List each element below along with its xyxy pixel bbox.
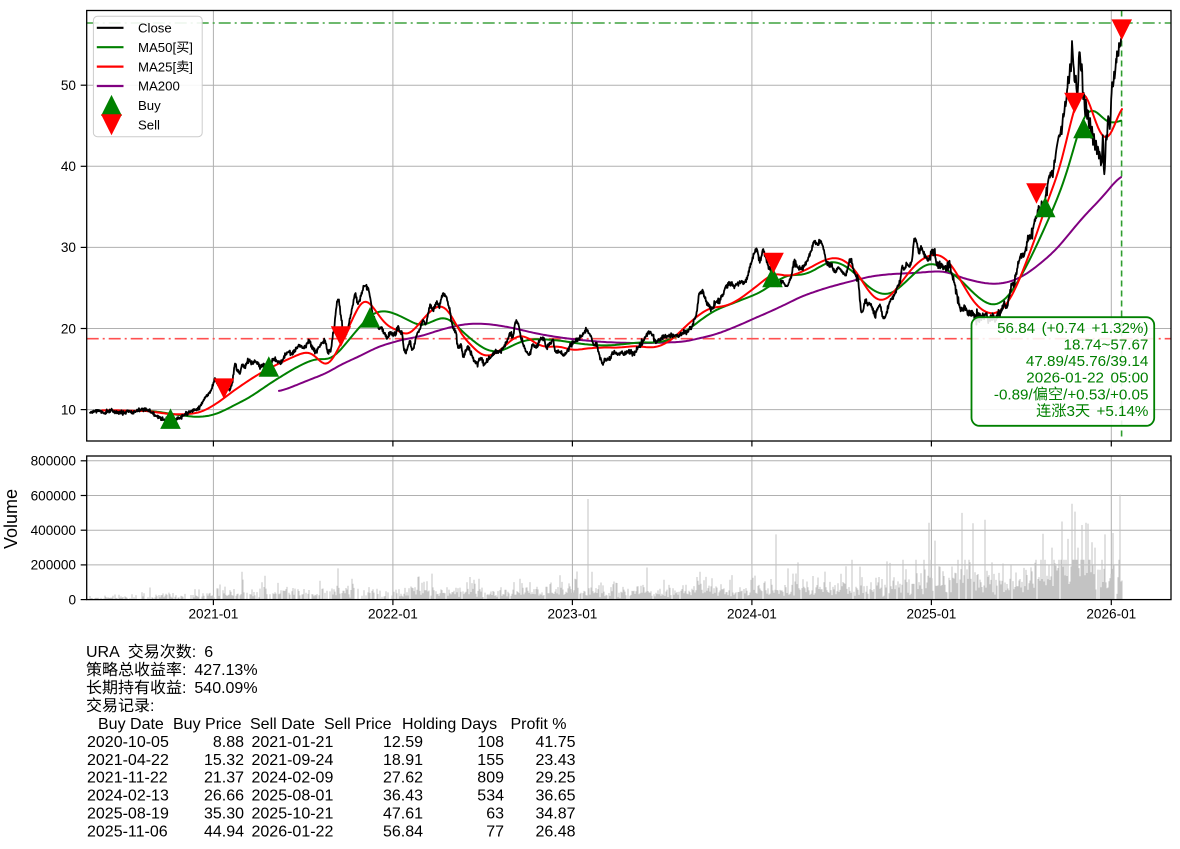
svg-text:Close: Close: [138, 21, 172, 36]
svg-text:108: 108: [477, 734, 504, 751]
svg-text:2024-02-13: 2024-02-13: [87, 788, 169, 805]
svg-text:56.84: 56.84: [383, 824, 423, 841]
svg-text:2021-04-22: 2021-04-22: [87, 752, 169, 769]
svg-text:427.13%: 427.13%: [194, 662, 257, 679]
svg-text:56.84: 56.84: [997, 320, 1035, 337]
svg-text:23.43: 23.43: [535, 752, 575, 769]
svg-text:2023-01: 2023-01: [547, 607, 597, 622]
svg-text:50: 50: [61, 78, 77, 93]
svg-text:(+0.74: (+0.74: [1042, 320, 1086, 337]
svg-text:2026-01-22: 2026-01-22: [252, 824, 334, 841]
svg-text:0: 0: [68, 592, 76, 607]
svg-text:63: 63: [486, 806, 504, 823]
svg-text::: :: [192, 644, 196, 661]
svg-text:29.25: 29.25: [535, 770, 575, 787]
svg-text:30: 30: [61, 240, 77, 255]
svg-text:26.48: 26.48: [535, 824, 575, 841]
svg-text:2025-08-01: 2025-08-01: [252, 788, 334, 805]
svg-text:Buy: Buy: [138, 98, 161, 113]
svg-text:2026-01: 2026-01: [1086, 607, 1136, 622]
svg-text:Sell: Sell: [138, 118, 160, 133]
svg-text:600000: 600000: [31, 488, 77, 503]
svg-text:Holding Days: Holding Days: [402, 716, 497, 733]
svg-text:Buy Date: Buy Date: [98, 716, 164, 733]
svg-text:2025-10-21: 2025-10-21: [252, 806, 334, 823]
svg-text:200000: 200000: [31, 558, 77, 573]
svg-text:2026-01-22: 2026-01-22: [1026, 370, 1104, 387]
svg-text:/+0.53/+0.05: /+0.53/+0.05: [1063, 386, 1148, 403]
svg-text:400000: 400000: [31, 523, 77, 538]
svg-text:18.74~57.67: 18.74~57.67: [1064, 337, 1149, 354]
svg-text:MA200: MA200: [138, 79, 180, 94]
svg-text:MA50[: MA50[: [138, 40, 176, 55]
svg-text::: :: [182, 662, 186, 679]
svg-text:Sell Price: Sell Price: [324, 716, 392, 733]
svg-text:MA25[: MA25[: [138, 59, 176, 74]
svg-text:+5.14%: +5.14%: [1097, 403, 1149, 420]
svg-text:15.32: 15.32: [204, 752, 244, 769]
svg-text:36.43: 36.43: [383, 788, 423, 805]
svg-text:155: 155: [477, 752, 504, 769]
svg-text:34.87: 34.87: [535, 806, 575, 823]
svg-text:Volume: Volume: [1, 489, 21, 549]
svg-text:2024-01: 2024-01: [727, 607, 777, 622]
svg-text:URA: URA: [86, 644, 120, 661]
svg-text:]: ]: [189, 40, 193, 55]
svg-text:2021-11-22: 2021-11-22: [87, 770, 168, 787]
svg-text:10: 10: [61, 402, 77, 417]
svg-text:+1.32%): +1.32%): [1092, 320, 1149, 337]
svg-text:26.66: 26.66: [204, 788, 244, 805]
svg-text:]: ]: [189, 59, 193, 74]
svg-text:2025-08-19: 2025-08-19: [87, 806, 169, 823]
svg-text:2021-09-24: 2021-09-24: [252, 752, 334, 769]
svg-text:12.59: 12.59: [383, 734, 423, 751]
svg-text:800000: 800000: [31, 454, 77, 469]
svg-text:20: 20: [61, 321, 77, 336]
svg-text:540.09%: 540.09%: [194, 680, 257, 697]
svg-text:2021-01: 2021-01: [188, 607, 238, 622]
svg-text:-0.89/: -0.89/: [994, 386, 1034, 403]
svg-text::: :: [182, 680, 186, 697]
svg-text:Profit %: Profit %: [511, 716, 567, 733]
svg-text:18.91: 18.91: [383, 752, 423, 769]
svg-text:Sell Date: Sell Date: [250, 716, 315, 733]
svg-text::: :: [150, 698, 154, 715]
svg-text:2020-10-05: 2020-10-05: [87, 734, 169, 751]
svg-text:21.37: 21.37: [204, 770, 244, 787]
svg-text:05:00: 05:00: [1111, 370, 1149, 387]
svg-text:40: 40: [61, 159, 77, 174]
svg-text:47.61: 47.61: [383, 806, 423, 823]
svg-text:77: 77: [486, 824, 504, 841]
svg-text:809: 809: [477, 770, 504, 787]
svg-text:8.88: 8.88: [213, 734, 244, 751]
svg-text:2025-11-06: 2025-11-06: [87, 824, 168, 841]
svg-text:2025-01: 2025-01: [906, 607, 956, 622]
svg-text:41.75: 41.75: [535, 734, 575, 751]
svg-text:35.30: 35.30: [204, 806, 244, 823]
svg-text:44.94: 44.94: [204, 824, 244, 841]
svg-text:36.65: 36.65: [535, 788, 575, 805]
svg-text:27.62: 27.62: [383, 770, 423, 787]
svg-text:534: 534: [477, 788, 504, 805]
svg-text:3: 3: [1067, 403, 1075, 420]
svg-text:2021-01-21: 2021-01-21: [252, 734, 334, 751]
svg-text:6: 6: [204, 644, 213, 661]
svg-text:47.89/45.76/39.14: 47.89/45.76/39.14: [1026, 353, 1148, 370]
svg-text:2022-01: 2022-01: [368, 607, 418, 622]
svg-text:2024-02-09: 2024-02-09: [252, 770, 334, 787]
svg-text:Buy Price: Buy Price: [173, 716, 242, 733]
